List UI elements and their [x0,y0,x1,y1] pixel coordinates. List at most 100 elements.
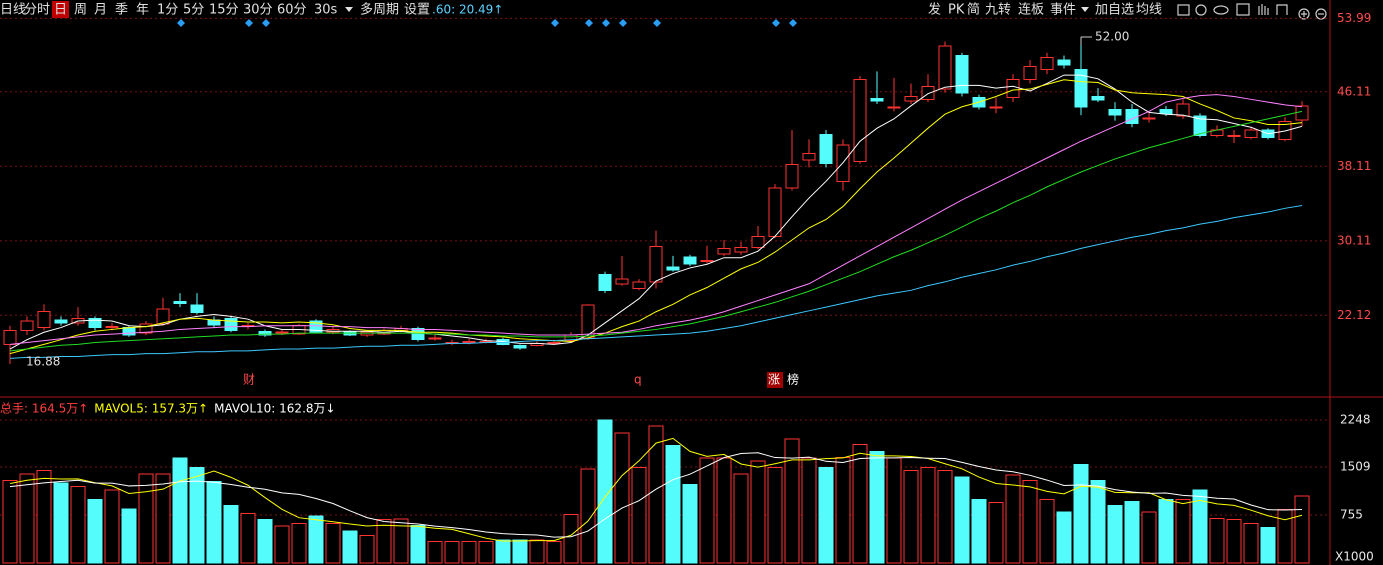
icon[interactable] [1258,4,1269,15]
max-price-label: 52.00 [1095,30,1129,44]
event-marker[interactable] [585,19,593,27]
ma-line [9,205,1303,359]
volume-bar [461,540,477,564]
icon[interactable] [1195,4,1207,16]
volume-bar [19,473,35,564]
volume-bar [988,502,1004,564]
tool-button[interactable]: 均线 [1136,3,1162,18]
volume-bar [2,479,18,564]
volume-bar [240,512,256,564]
dropdown-arrow[interactable] [345,7,353,12]
icon[interactable] [1236,3,1250,16]
volume-bar [563,514,579,564]
event-marker[interactable] [551,19,559,27]
candle-body [734,246,748,253]
event-marker[interactable] [602,19,610,27]
icon[interactable] [1177,4,1190,16]
volume-bar [512,539,528,564]
volume-bar [138,473,154,564]
volume-bar [393,518,409,564]
candle-body [870,97,884,102]
icon[interactable] [1213,5,1229,15]
zoom-out[interactable] [1315,8,1327,20]
candle-body [802,152,816,161]
volume-bar [784,438,800,564]
period-button[interactable]: 5分 [183,3,204,18]
period-button[interactable]: 日线 [0,3,26,18]
volume-bar [903,470,919,564]
period-button[interactable]: 30分 [243,3,273,18]
event-marker[interactable] [262,19,270,27]
event-marker[interactable] [177,19,185,27]
candle-body [887,106,901,109]
volume-bar [104,489,120,564]
candle-body [1057,59,1071,66]
tool-button[interactable]: 事件 [1050,3,1076,18]
candle-body [88,317,102,329]
candle-body [411,328,425,341]
candle-body [275,331,289,334]
candle-body [768,187,782,237]
event-marker[interactable] [772,19,780,27]
period-button[interactable]: 60分 [277,3,307,18]
tool-button[interactable]: 简 [967,2,980,18]
toolbar: 日线 分时 日 周 月 季 年 1分 5分 15分 30分 60分 30s 多周… [0,2,1327,20]
period-button[interactable]: 季 [115,3,128,18]
volume-bar [767,467,783,564]
period-button[interactable]: 月 [94,3,107,18]
event-marker[interactable] [619,19,627,27]
period-button[interactable]: 1分 [157,3,178,18]
period-button[interactable]: 15分 [209,3,239,18]
candle-body [700,259,714,262]
period-button[interactable]: 分时 [24,3,50,18]
volume-bar [1294,495,1310,564]
settings-button[interactable]: 设置 [404,3,430,18]
tool-button[interactable]: 加自选 [1095,3,1134,18]
volume-legend: 总手: 164.5万↑ MAVOL5: 157.3万↑ MAVOL10: 162.8… [0,402,336,416]
tool-button[interactable]: PK [948,3,965,18]
volume-bar [325,523,341,564]
volume-bar [1073,463,1089,564]
y-tick-label: 2248 [1340,412,1371,426]
candle-body [1142,117,1156,120]
period-button[interactable]: 30s [314,3,338,18]
period-button[interactable]: 周 [74,3,87,18]
zoom-in[interactable] [1298,8,1310,20]
quote-text: .60: 20.49↑ [432,3,503,17]
dropdown-arrow[interactable] [1081,7,1089,12]
period-button[interactable]: 多周期 [360,2,399,18]
legend-entry: 总手: 164.5万↑ [0,402,88,416]
event-flag[interactable]: 涨 [768,372,780,387]
period-button[interactable]: 日 [54,3,67,18]
toolbar-icons[interactable] [1177,3,1327,20]
candle-body [1023,66,1037,81]
event-flag[interactable]: q [634,373,642,387]
candle-body [428,337,442,340]
volume-bar [1005,474,1021,564]
volume-bar [699,457,715,564]
tool-button[interactable]: 连板 [1018,2,1044,18]
event-marker[interactable] [245,19,253,27]
event-markers [177,19,797,27]
event-marker[interactable] [789,19,797,27]
volume-bar [87,498,103,564]
tool-button[interactable]: 九转 [985,3,1011,18]
event-flag[interactable]: 榜 [787,372,799,387]
icon[interactable] [1276,4,1288,15]
ma-line [9,452,1303,538]
volume-bar [495,539,511,564]
event-flag[interactable]: 财 [243,373,255,387]
volume-bar [308,515,324,564]
volume-bar [1022,479,1038,564]
tool-button[interactable]: 发 [928,2,941,18]
candle-body [3,329,17,345]
icon[interactable] [1301,11,1307,17]
event-marker[interactable] [653,19,661,27]
volume-bar [223,505,239,564]
volume-bar [801,457,817,564]
volume-bar [291,523,307,564]
legend-entry: MAVOL10: 162.8万↓ [214,402,335,416]
ma-line [9,94,1303,345]
period-button[interactable]: 年 [136,3,149,18]
